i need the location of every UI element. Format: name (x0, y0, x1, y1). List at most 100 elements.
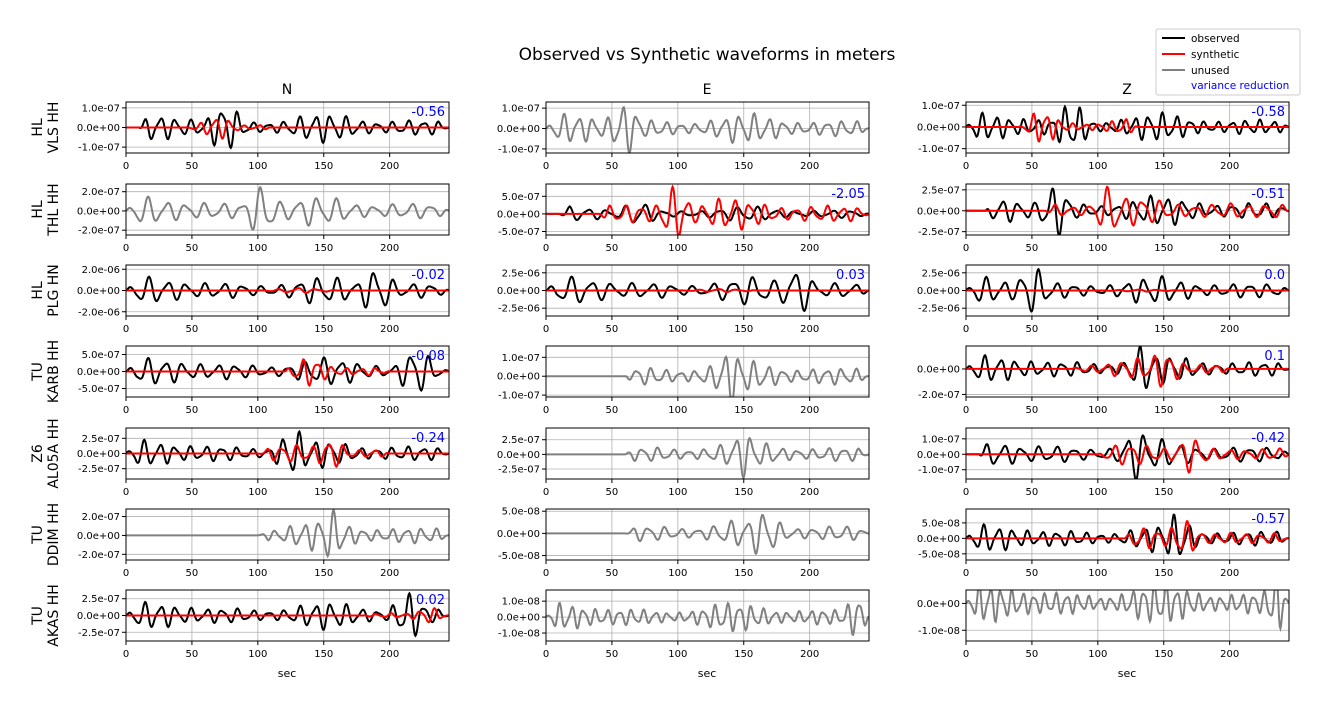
x-tick-label: 50 (186, 487, 199, 498)
station-label: HL VLS HH (30, 102, 62, 154)
y-tick-label: 2.5e-07 (502, 435, 540, 446)
synthetic-trace (126, 118, 449, 140)
y-tick-label: 0.0e+00 (77, 449, 120, 460)
station-name: PLG HN (46, 264, 62, 317)
y-tick-label: 0.0e+00 (917, 599, 960, 610)
variance-reduction-label: -0.51 (1251, 187, 1285, 202)
synthetic-trace (126, 607, 449, 624)
panel-frame (965, 183, 1290, 236)
x-tick-label: 50 (606, 649, 619, 660)
y-tick-label: -2.5e-07 (498, 465, 540, 476)
y-tick-label: 0.0e+00 (77, 286, 120, 297)
station-label: TU DDIM HH (30, 503, 62, 566)
x-tick-label: 100 (668, 405, 687, 416)
y-tick-label: -5.0e-08 (498, 551, 540, 562)
x-tick-label: 200 (800, 568, 819, 579)
y-tick-label: 0.0e+00 (497, 529, 540, 540)
panel-r4-c2: 0 50 100 150 200 1.0e-07 0.0e+00 -1.0e-07 -0.42 (917, 427, 1290, 498)
x-tick-label: 150 (734, 649, 753, 660)
x-tick-label: 0 (963, 161, 969, 172)
y-tick-label: 2.5e-06 (502, 268, 540, 279)
x-tick-label: 0 (963, 487, 969, 498)
x-tick-label: 200 (380, 243, 399, 254)
observed-trace (546, 273, 869, 313)
x-tick-label: 200 (800, 649, 819, 660)
station-label: HL PLG HN (30, 264, 62, 317)
station-network: TU (30, 606, 46, 626)
y-tick-label: 0.0e+00 (917, 534, 960, 545)
x-tick-label: 200 (800, 487, 819, 498)
station-label: TU KARB HH (30, 340, 62, 403)
y-tick-label: 5.0e-08 (502, 507, 540, 518)
variance-reduction-label: 0.02 (416, 593, 445, 608)
x-tick-label: 0 (963, 243, 969, 254)
synthetic-trace (966, 288, 1289, 293)
variance-reduction-label: -0.58 (1251, 105, 1285, 120)
x-tick-label: 150 (314, 324, 333, 335)
panels-group: 0 50 100 150 2001.0e-070.0e+00-1.0e-07-0.560… (77, 101, 1290, 660)
panel-frame (545, 345, 870, 398)
x-tick-label: 0 (123, 405, 129, 416)
x-tick-label: 50 (1026, 649, 1039, 660)
x-tick-label: 200 (1220, 649, 1239, 660)
panel-frame (965, 427, 1290, 480)
y-tick-label: 0.0e+00 (917, 206, 960, 217)
x-tick-label: 50 (1026, 487, 1039, 498)
panel-frame (125, 183, 450, 236)
panel-r2-c2: 0 50 100 150 200 2.5e-06 0.0e+00 -2.5e-06 0.0 (917, 264, 1290, 335)
y-tick-label: 2.5e-07 (922, 185, 960, 196)
y-tick-label: -1.0e-07 (498, 391, 540, 402)
station-network: TU (30, 362, 46, 382)
panel-frame (125, 508, 450, 561)
station-label: Z6 AL05A HH (30, 418, 62, 488)
x-tick-label: 150 (734, 324, 753, 335)
x-tick-label: 200 (800, 243, 819, 254)
y-tick-label: 0.0e+00 (497, 124, 540, 135)
station-label: TU AKAS HH (30, 584, 62, 646)
unused-trace (126, 186, 449, 231)
x-tick-label: 0 (123, 161, 129, 172)
x-tick-label: 150 (734, 243, 753, 254)
x-tick-label: 50 (606, 161, 619, 172)
panel-r1-c0: 0 50 100 150 200 2.0e-07 0.0e+00 -2.0e-07 (77, 183, 450, 254)
observed-trace (966, 513, 1289, 555)
xlabel-n: sec (278, 667, 297, 680)
x-tick-label: 0 (543, 487, 549, 498)
legend-synthetic-label: synthetic (1191, 49, 1240, 61)
panel-frame (545, 101, 870, 154)
y-tick-label: 0.0e+00 (917, 286, 960, 297)
column-title-z: Z (1122, 82, 1132, 98)
x-tick-label: 50 (1026, 405, 1039, 416)
x-tick-label: 50 (606, 324, 619, 335)
x-tick-label: 200 (800, 324, 819, 335)
x-tick-label: 150 (1154, 568, 1173, 579)
y-tick-label: 0.0e+00 (917, 450, 960, 461)
x-tick-label: 0 (543, 405, 549, 416)
station-network: HL (30, 118, 46, 137)
panel-r1-c2: 0 50 100 150 200 2.5e-07 0.0e+00 -2.5e-07 -0.51 (917, 183, 1290, 254)
station-name: DDIM HH (46, 503, 62, 566)
x-tick-label: 100 (1088, 649, 1107, 660)
legend-frame (1155, 28, 1301, 96)
x-tick-label: 0 (963, 649, 969, 660)
y-tick-label: 5.0e-08 (922, 518, 960, 529)
y-tick-label: -5.0e-08 (918, 549, 960, 560)
x-tick-label: 0 (123, 487, 129, 498)
x-tick-label: 100 (668, 568, 687, 579)
x-tick-label: 150 (1154, 649, 1173, 660)
observed-trace (966, 267, 1289, 313)
x-tick-label: 200 (380, 324, 399, 335)
x-tick-label: 200 (1220, 568, 1239, 579)
y-tick-label: -2.5e-06 (918, 304, 960, 315)
x-tick-label: 150 (734, 487, 753, 498)
x-tick-label: 150 (1154, 161, 1173, 172)
y-tick-label: 1.0e-07 (502, 104, 540, 115)
x-tick-label: 150 (314, 243, 333, 254)
station-label: HL THL HH (30, 183, 62, 236)
panel-frame (545, 427, 870, 480)
y-tick-label: 0.0e+00 (77, 611, 120, 622)
x-tick-label: 50 (606, 405, 619, 416)
x-tick-label: 0 (543, 243, 549, 254)
y-tick-label: -2.0e-07 (78, 550, 120, 561)
synthetic-trace (546, 287, 869, 294)
